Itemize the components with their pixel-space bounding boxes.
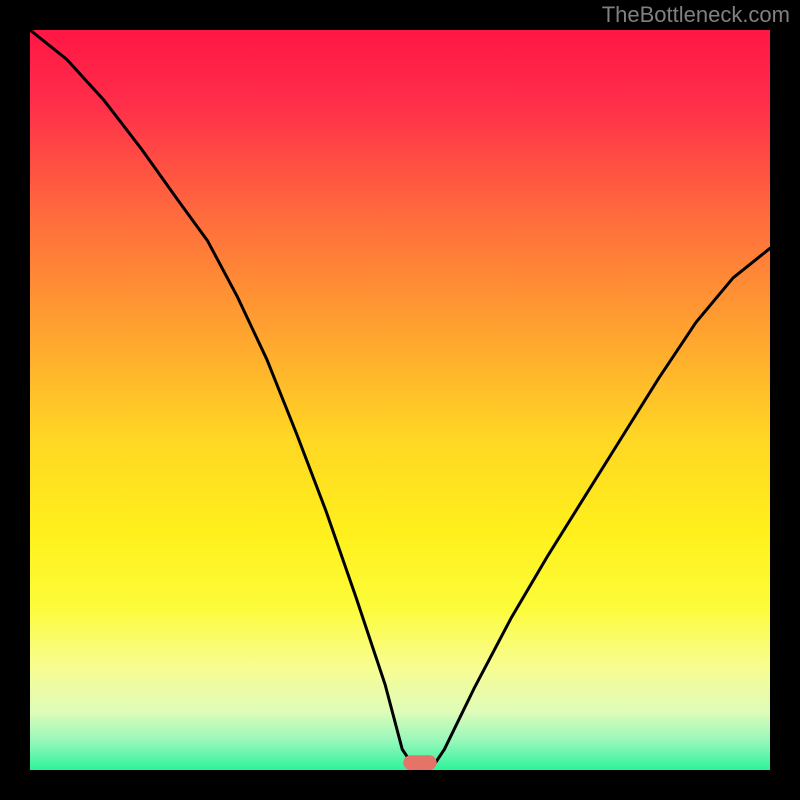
watermark-text: TheBottleneck.com <box>602 2 790 28</box>
chart-background <box>30 30 770 770</box>
bottleneck-marker <box>403 755 436 770</box>
chart-svg <box>30 30 770 770</box>
chart-plot-area <box>30 30 770 770</box>
